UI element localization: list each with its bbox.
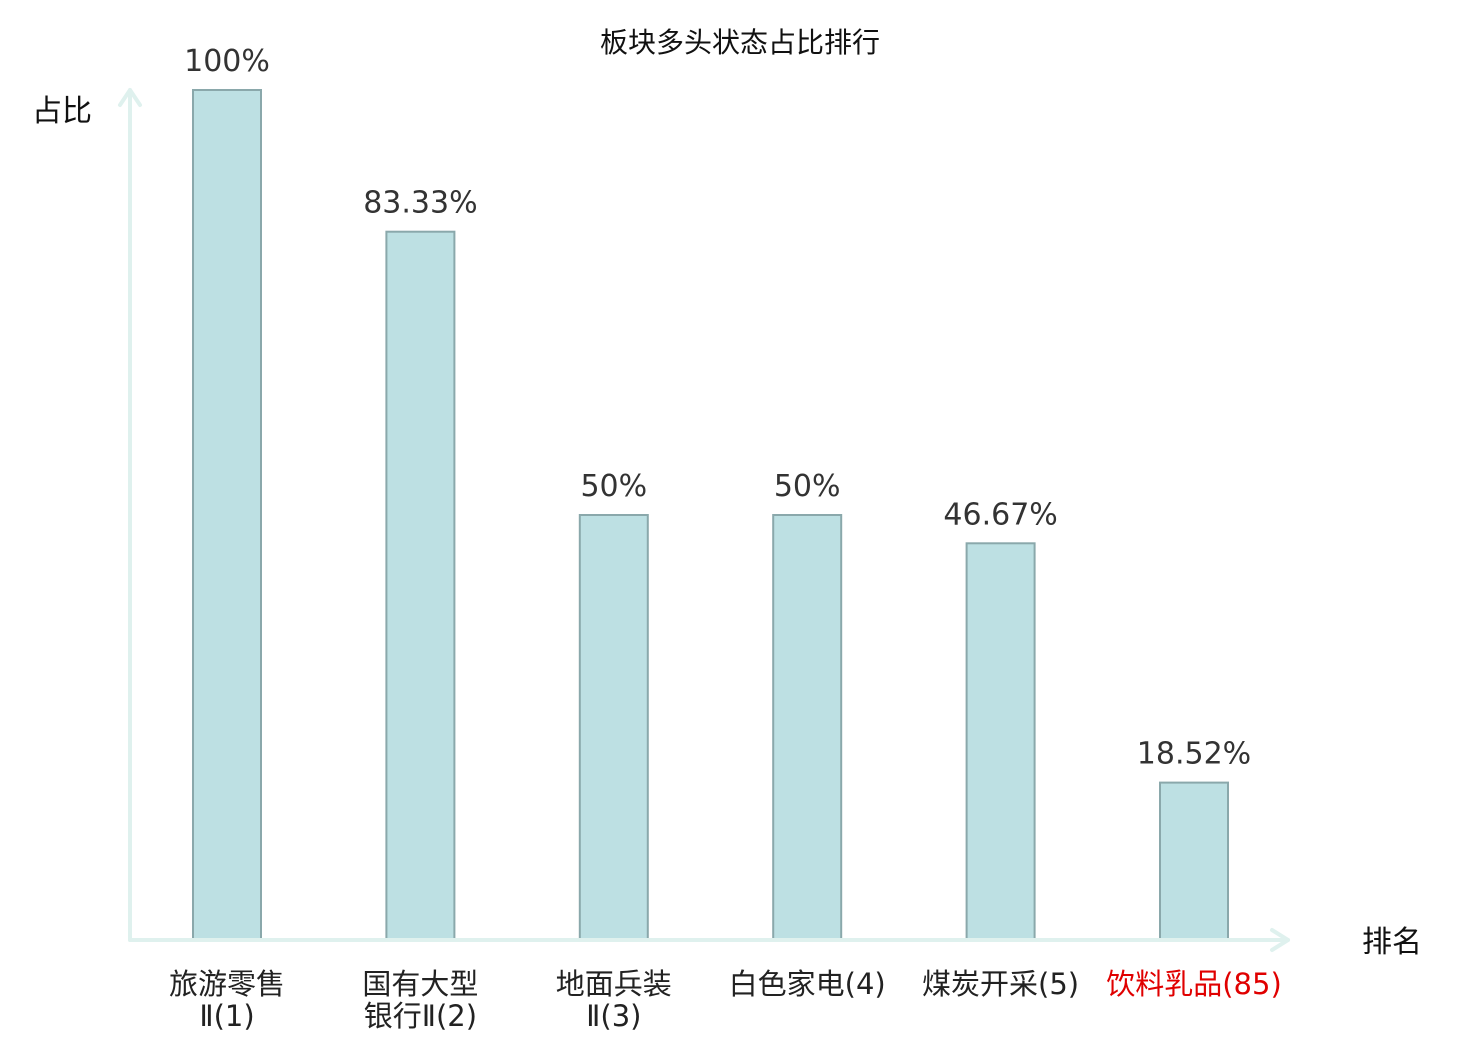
value-labels-layer: 100% 83.33% 50% 50% 46.67% 18.52% [184,44,1251,772]
category-label-3-line-1: 地面兵装 [556,967,672,1001]
value-label-3: 50% [580,469,647,504]
category-label-2-line-1: 国有大型 [362,967,478,1001]
x-axis-label: 排名 [1362,925,1422,960]
bar-2 [385,230,456,941]
chart-title: 板块多头状态占比排行 [600,26,880,59]
category-label-3-line-2: Ⅱ(3) [586,999,641,1033]
bar-3 [578,514,649,941]
y-axis-label: 占比 [32,94,92,129]
value-label-4: 50% [774,469,841,504]
category-label-4-line-1: 白色家电(4) [729,967,886,1001]
category-label-6-line-1: 饮料乳品(85) [1106,967,1282,1001]
bar-1 [192,89,262,941]
category-label-1-line-2: Ⅱ(1) [199,999,254,1033]
category-label-5-line-1: 煤炭开采(5) [922,967,1079,1001]
category-label-1-line-1: 旅游零售 [169,967,285,1001]
value-label-6: 18.52% [1137,737,1251,772]
bar-4 [772,514,843,941]
x-axis-arrow [1270,928,1290,952]
y-axis-arrow [118,88,142,107]
value-label-2: 83.33% [363,186,477,221]
bars-layer [192,89,1229,941]
bar-5 [965,542,1036,941]
value-label-5: 46.67% [943,497,1057,532]
value-label-1: 100% [184,44,270,79]
category-label-2-line-2: 银行Ⅱ(2) [364,999,477,1033]
bar-6 [1159,781,1229,941]
